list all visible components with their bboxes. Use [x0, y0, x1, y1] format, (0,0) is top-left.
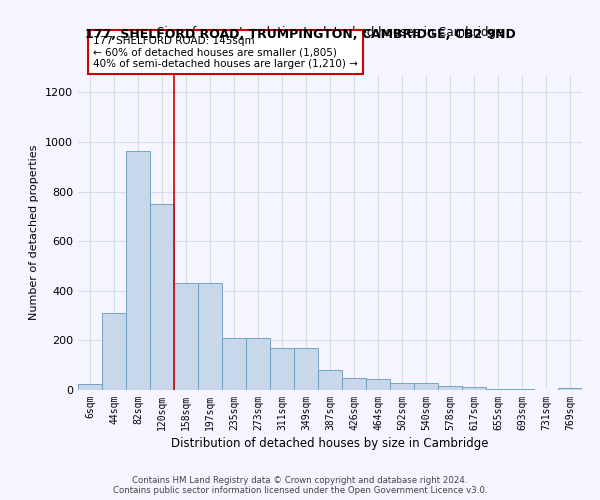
Text: 177, SHELFORD ROAD, TRUMPINGTON, CAMBRIDGE, CB2 9ND: 177, SHELFORD ROAD, TRUMPINGTON, CAMBRID… — [85, 28, 515, 40]
Bar — [102, 313, 126, 390]
Bar — [270, 348, 294, 390]
Bar — [78, 384, 102, 390]
Text: Contains HM Land Registry data © Crown copyright and database right 2024.
Contai: Contains HM Land Registry data © Crown c… — [113, 476, 487, 495]
Bar — [486, 389, 510, 390]
Bar — [126, 150, 150, 390]
Bar — [174, 284, 198, 390]
Bar — [342, 378, 366, 390]
Bar — [438, 386, 462, 390]
Bar — [246, 338, 270, 390]
Bar — [414, 382, 438, 390]
Bar — [294, 348, 318, 390]
Title: Size of property relative to detached houses in Cambridge: Size of property relative to detached ho… — [157, 26, 503, 39]
Bar — [222, 338, 246, 390]
Bar — [318, 370, 342, 390]
Bar — [366, 379, 390, 390]
X-axis label: Distribution of detached houses by size in Cambridge: Distribution of detached houses by size … — [171, 437, 489, 450]
Bar — [462, 387, 486, 390]
Y-axis label: Number of detached properties: Number of detached properties — [29, 145, 40, 320]
Bar — [150, 204, 174, 390]
Bar — [558, 388, 582, 390]
Bar — [390, 382, 414, 390]
Text: 177 SHELFORD ROAD: 145sqm
← 60% of detached houses are smaller (1,805)
40% of se: 177 SHELFORD ROAD: 145sqm ← 60% of detac… — [93, 36, 358, 68]
Bar — [198, 284, 222, 390]
